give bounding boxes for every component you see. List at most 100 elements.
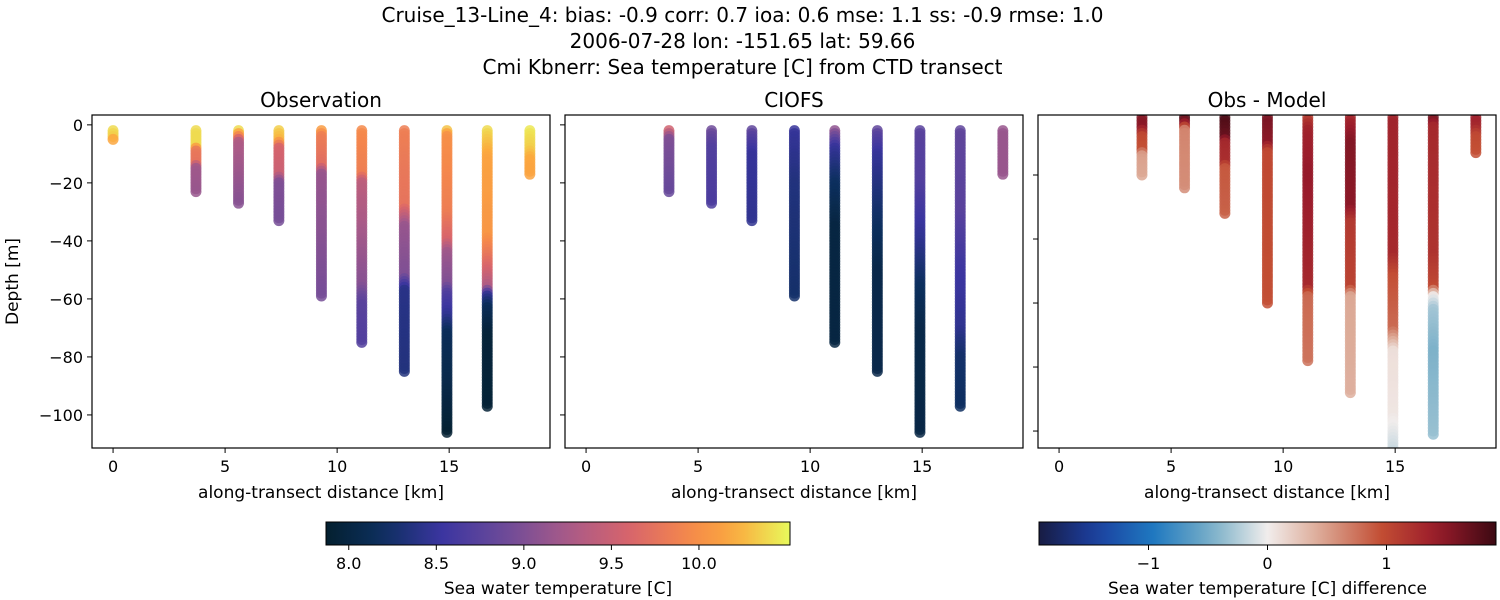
data-point — [871, 365, 883, 377]
x-tick-label: 5 — [220, 457, 230, 476]
x-tick-label: 5 — [1166, 457, 1176, 476]
station-profile — [524, 125, 536, 180]
station-profile — [233, 125, 245, 209]
station-profile — [315, 125, 327, 302]
data-point — [107, 133, 119, 145]
station-profile — [1344, 115, 1356, 399]
data-point — [190, 186, 202, 198]
colorbar-tick-label: 1 — [1381, 554, 1391, 573]
station-profile — [1427, 115, 1439, 440]
data-point — [1219, 207, 1231, 219]
y-tick-label: −100 — [39, 406, 83, 425]
station-profile — [1261, 115, 1273, 309]
colorbar-tick-label: −1 — [1137, 554, 1161, 573]
x-tick-label: 10 — [1273, 457, 1293, 476]
x-tick-label: 10 — [327, 457, 347, 476]
x-axis-label: along-transect distance [km] — [671, 483, 917, 503]
panel-ciofs: CIOFS 0 5 10 15 along-transect distance [km] — [560, 88, 1024, 503]
data-point — [829, 336, 841, 348]
station-profile — [481, 125, 493, 412]
station-profile — [273, 125, 285, 227]
station-profile — [997, 125, 1009, 180]
station-profile — [441, 125, 453, 438]
station-profile — [1179, 115, 1191, 194]
data-point — [315, 290, 327, 302]
colorbar-tick-label: 9.0 — [511, 554, 536, 573]
data-point — [663, 186, 675, 198]
station-profile — [1387, 115, 1399, 448]
data-point — [524, 168, 536, 180]
data-point — [788, 290, 800, 302]
station-profile — [1470, 115, 1482, 159]
panel-title: Obs - Model — [1208, 88, 1327, 112]
data-point — [441, 426, 453, 438]
colorbar-tick-label: 9.5 — [599, 554, 624, 573]
data-point — [954, 400, 966, 412]
y-tick-label: −60 — [49, 290, 83, 309]
y-tick-label: −20 — [49, 174, 83, 193]
data-points — [663, 125, 1009, 438]
station-profile — [107, 125, 119, 145]
y-tick-label: −80 — [49, 348, 83, 367]
station-profile — [706, 125, 718, 209]
panel-observation: Observation 0 5 10 15 along-transect distance… — [3, 88, 551, 503]
data-point — [914, 426, 926, 438]
station-profile — [1136, 115, 1148, 181]
colorbar-gradient — [1038, 521, 1497, 546]
station-profile — [954, 125, 966, 412]
figure-title-line-2: 2006-07-28 lon: -151.65 lat: 59.66 — [569, 29, 916, 53]
x-tick-label: 0 — [1054, 457, 1064, 476]
station-profile — [914, 125, 926, 438]
data-point — [1387, 444, 1398, 448]
x-tick-label: 15 — [1385, 457, 1405, 476]
station-profile — [1219, 115, 1231, 219]
data-point — [356, 336, 368, 348]
panel-title: Observation — [260, 88, 382, 112]
panel-title: CIOFS — [764, 88, 823, 112]
station-profile — [1302, 115, 1314, 367]
figure-title-line-3: Cmi Kbnerr: Sea temperature [C] from CTD… — [482, 55, 1003, 79]
data-point — [1302, 355, 1314, 367]
y-tick-label: 0 — [73, 116, 83, 135]
data-point — [1261, 297, 1273, 309]
station-profile — [746, 125, 758, 227]
colorbar-tick-label: 10.0 — [681, 554, 717, 573]
x-axis-label: along-transect distance [km] — [198, 483, 444, 503]
station-profile — [871, 125, 883, 377]
data-point — [1470, 147, 1482, 159]
colorbar-tick-label: 8.5 — [424, 554, 449, 573]
data-point — [1179, 182, 1191, 194]
station-profile — [398, 125, 410, 377]
data-point — [273, 215, 285, 227]
y-tick-label: −40 — [49, 232, 83, 251]
data-points — [1136, 115, 1482, 448]
data-point — [233, 197, 245, 209]
colorbar-gradient — [325, 521, 791, 546]
colorbar-thermal: 8.0 8.5 9.0 9.5 10.0 Sea water temperature [C… — [325, 521, 791, 599]
x-tick-label: 0 — [581, 457, 591, 476]
data-point — [398, 365, 410, 377]
data-point — [481, 400, 493, 412]
station-profile — [663, 125, 675, 198]
data-points — [107, 125, 536, 438]
colorbar-balance: −1 0 1 Sea water temperature [C] difference — [1038, 521, 1497, 599]
station-profile — [356, 125, 368, 348]
x-axis-label: along-transect distance [km] — [1144, 483, 1390, 503]
axes-frame — [1037, 114, 1497, 449]
x-tick-label: 15 — [439, 457, 459, 476]
colorbar-tick-label: 8.0 — [336, 554, 361, 573]
colorbar-label: Sea water temperature [C] difference — [1108, 579, 1427, 599]
data-point — [997, 168, 1009, 180]
data-point — [706, 197, 718, 209]
x-tick-label: 10 — [800, 457, 820, 476]
panel-obs-model: Obs - Model 0 5 10 15 along-transect distance… — [1033, 88, 1497, 503]
x-tick-label: 15 — [912, 457, 932, 476]
data-point — [1344, 387, 1356, 399]
data-point — [1136, 169, 1148, 181]
station-profile — [788, 125, 800, 302]
data-point — [1427, 428, 1439, 440]
data-point — [746, 215, 758, 227]
axes-frame — [564, 114, 1024, 449]
y-axis-label: Depth [m] — [3, 238, 23, 325]
